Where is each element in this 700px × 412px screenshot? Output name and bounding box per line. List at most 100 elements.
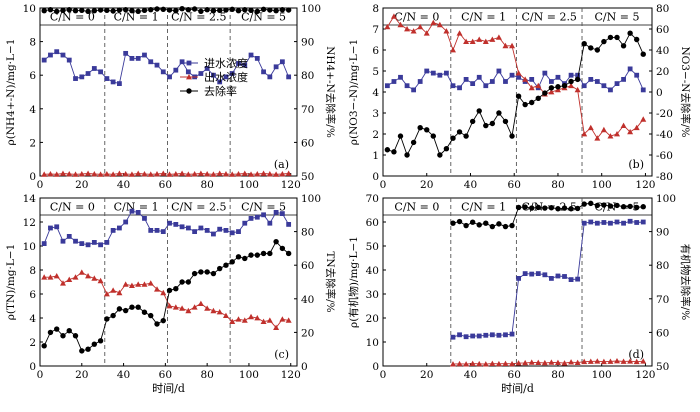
y-left-tick-label: 0: [372, 171, 379, 183]
data-point-effluent: [273, 324, 280, 330]
data-point-effluent: [116, 289, 123, 296]
data-point-influent: [430, 70, 436, 76]
series-influent: [450, 218, 646, 340]
x-tick-label: 40: [464, 179, 477, 191]
data-point-influent: [437, 72, 443, 78]
data-point-removal: [198, 269, 204, 275]
data-point-removal: [216, 7, 223, 14]
data-point-influent: [116, 81, 122, 86]
data-point-effluent: [160, 289, 167, 296]
data-point-influent: [167, 74, 172, 80]
data-point-influent: [450, 334, 456, 340]
data-point-influent: [98, 242, 103, 248]
data-point-removal: [483, 220, 489, 226]
data-point-effluent: [443, 28, 450, 34]
data-point-influent: [229, 71, 235, 76]
data-point-removal: [614, 34, 620, 41]
data-point-effluent: [548, 359, 555, 365]
data-point-removal: [502, 223, 509, 230]
data-point-removal: [469, 118, 476, 125]
data-point-effluent: [607, 133, 614, 139]
data-point-influent: [148, 228, 154, 233]
data-point-effluent: [147, 171, 154, 177]
data-point-removal: [410, 139, 417, 146]
x-tick-label: 100: [592, 179, 612, 191]
data-point-removal: [141, 7, 148, 14]
data-point-removal: [574, 205, 581, 212]
data-point-removal: [260, 250, 267, 257]
data-point-removal: [588, 200, 594, 207]
data-point-influent: [608, 220, 613, 226]
y-left-tick-label: 2: [372, 129, 379, 141]
data-point-influent: [457, 332, 462, 338]
data-point-removal: [104, 7, 110, 14]
y-left-axis-label: ρ(NH4+-N)/mg·L−1: [5, 39, 17, 146]
y-left-tick-label: 8: [372, 3, 379, 15]
data-point-influent: [516, 74, 521, 80]
data-point-influent: [588, 77, 594, 82]
data-point-effluent: [502, 360, 509, 366]
y-left-axis-label: ρ(TN)/mg·L−1: [5, 244, 17, 321]
data-point-removal: [223, 262, 229, 268]
data-point-influent: [279, 211, 285, 216]
data-point-removal: [72, 7, 79, 14]
x-tick-label: 80: [200, 369, 213, 381]
series-removal: [41, 238, 292, 354]
data-point-effluent: [229, 171, 236, 177]
x-tick-label: 0: [380, 179, 387, 191]
y-right-tick-label: 50: [301, 171, 314, 183]
data-point-removal: [515, 204, 522, 211]
y-right-axis-label: NO3−-N去除率/%: [679, 46, 692, 137]
data-point-effluent: [254, 315, 261, 321]
data-point-removal: [97, 338, 104, 344]
data-point-effluent: [509, 42, 516, 49]
data-point-effluent: [404, 26, 411, 32]
data-point-influent: [483, 332, 489, 338]
data-point-influent: [417, 79, 423, 84]
data-point-influent: [123, 219, 129, 225]
plot-frame: [382, 197, 653, 367]
data-point-removal: [522, 101, 528, 108]
data-point-effluent: [554, 359, 561, 366]
data-point-effluent: [581, 358, 588, 365]
data-point-removal: [548, 85, 555, 91]
data-point-removal: [535, 204, 541, 211]
data-point-effluent: [600, 358, 607, 365]
data-point-influent: [204, 66, 210, 71]
data-point-influent: [516, 276, 521, 281]
y-right-tick-label: -20: [656, 108, 673, 120]
y-left-tick-label: 6: [372, 45, 379, 57]
y-right-tick-label: 60: [656, 24, 669, 36]
legend-label: 进水浓度: [204, 56, 248, 70]
data-point-removal: [384, 147, 391, 153]
data-point-influent: [167, 220, 172, 226]
data-point-removal: [104, 316, 110, 322]
data-point-removal: [397, 133, 404, 139]
data-point-effluent: [273, 171, 280, 177]
data-point-effluent: [185, 307, 192, 314]
data-point-removal: [568, 78, 574, 85]
data-point-influent: [575, 72, 581, 78]
data-point-removal: [204, 269, 210, 275]
data-point-influent: [542, 70, 548, 76]
data-point-influent: [627, 218, 633, 224]
y-left-tick-label: 0: [372, 361, 379, 373]
data-point-influent: [614, 81, 620, 86]
data-point-removal: [254, 8, 261, 15]
data-point-influent: [223, 74, 229, 80]
data-point-effluent: [620, 122, 627, 128]
data-point-effluent: [614, 357, 621, 364]
stage-label: C/N = 1: [461, 11, 506, 24]
data-point-removal: [79, 348, 85, 354]
x-axis-label: 时间/d: [152, 382, 185, 395]
data-point-effluent: [116, 170, 123, 176]
data-point-influent: [279, 59, 285, 65]
data-point-removal: [154, 6, 160, 12]
data-point-influent: [273, 210, 279, 215]
data-point-influent: [509, 331, 515, 337]
data-point-removal: [60, 7, 66, 14]
x-tick-label: 80: [551, 179, 564, 191]
data-point-effluent: [417, 23, 424, 30]
data-point-effluent: [91, 275, 98, 281]
x-tick-label: 0: [37, 369, 44, 381]
